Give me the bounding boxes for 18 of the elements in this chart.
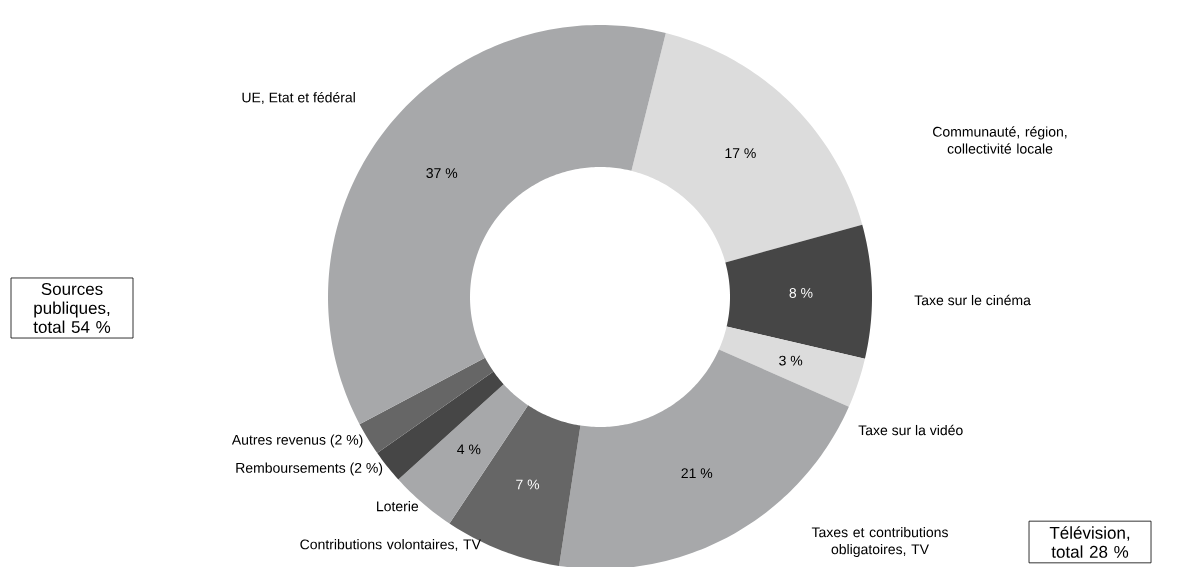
data-label: 21 % (681, 468, 713, 479)
data-label: 17 % (725, 148, 756, 159)
slice-label: Remboursements (2 %) (236, 462, 383, 476)
slice-label: Communauté, région, collectivité locale (933, 126, 1067, 154)
data-label: 4 % (457, 444, 481, 455)
source-note: Sources publiques, total 54 % (33, 282, 111, 334)
slice-label: Taxe sur le cinéma (914, 294, 1031, 306)
slice-label: Autres revenus (2 %) (231, 434, 363, 448)
data-label: 37 % (426, 168, 458, 179)
slice-label: Contributions volontaires, TV (300, 539, 481, 551)
slice-label: Loterie (377, 501, 419, 512)
slice-label: Taxe sur la vidéo (858, 424, 963, 436)
data-label: 3 % (779, 355, 803, 366)
data-label: 8 % (789, 288, 813, 298)
text: Télévision, total 28 % (1049, 526, 1130, 558)
data-label: 7 % (516, 479, 540, 490)
slice-label: Taxes et contributions obligatoires, TV (811, 526, 948, 558)
slice-label: UE, Etat et fédéral (242, 91, 355, 105)
